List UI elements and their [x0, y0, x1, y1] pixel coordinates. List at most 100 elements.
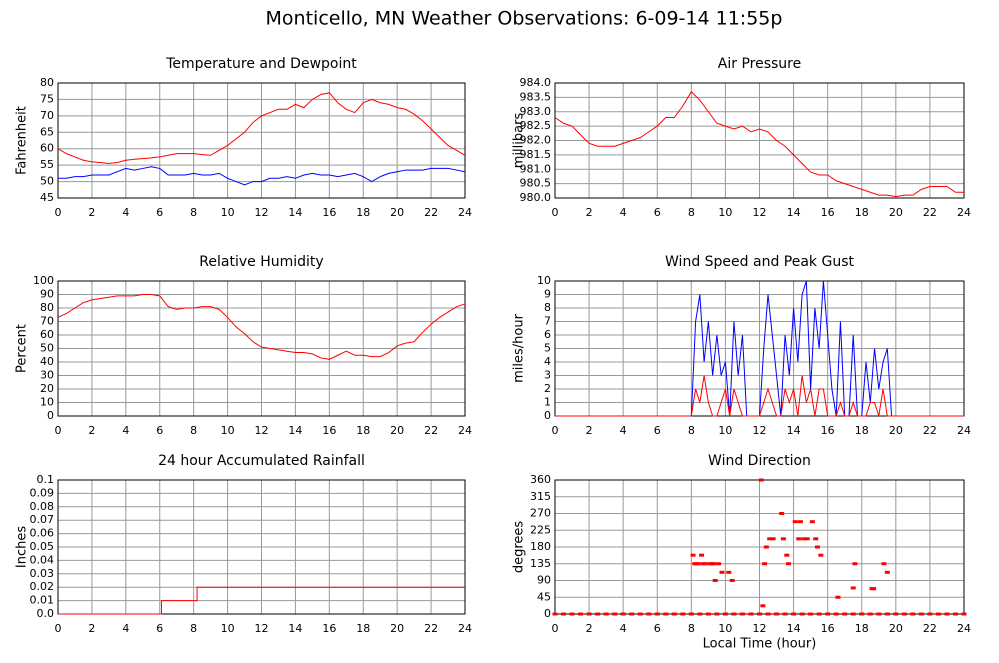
data-point [578, 612, 584, 616]
x-tick-label: 6 [654, 424, 661, 437]
x-tick-label: 0 [55, 622, 62, 635]
data-point [780, 537, 786, 541]
x-tick-label: 20 [390, 424, 404, 437]
y-tick-label: 980.0 [520, 191, 552, 204]
data-point [702, 562, 708, 566]
x-tick-label: 20 [390, 206, 404, 219]
data-point [710, 562, 716, 566]
x-tick-label: 16 [821, 206, 835, 219]
data-point [809, 520, 815, 524]
x-tick-label: 4 [122, 206, 129, 219]
y-tick-label: 225 [530, 523, 551, 536]
y-tick-label: 60 [40, 328, 54, 341]
y-tick-label: 0.0 [37, 607, 55, 620]
data-point [586, 612, 592, 616]
y-tick-label: 315 [530, 490, 551, 503]
x-tick-label: 8 [688, 424, 695, 437]
y-tick-label: 70 [40, 315, 54, 328]
x-tick-label: 12 [753, 424, 767, 437]
data-point [569, 612, 575, 616]
y-tick-label: 5 [544, 342, 551, 355]
data-point [935, 612, 941, 616]
data-line [57, 294, 466, 360]
y-tick-label: 0.1 [37, 473, 55, 486]
y-tick-label: 60 [40, 142, 54, 155]
data-point [961, 612, 967, 616]
x-tick-label: 20 [889, 622, 903, 635]
data-point [876, 612, 882, 616]
x-tick-label: 14 [288, 424, 302, 437]
data-point [779, 512, 785, 515]
data-point [791, 612, 797, 616]
y-axis-label: millibars [512, 113, 527, 169]
data-point [818, 553, 824, 557]
y-tick-label: 0 [47, 409, 54, 422]
y-axis-label: Fahrenheit [15, 106, 30, 175]
data-point [859, 612, 865, 616]
y-tick-label: 55 [40, 158, 54, 171]
main-title: Monticello, MN Weather Observations: 6-0… [266, 8, 783, 30]
data-point [680, 612, 686, 616]
y-tick-label: 1 [544, 396, 551, 409]
y-tick-label: 70 [40, 109, 54, 122]
data-point [792, 520, 798, 524]
x-tick-label: 22 [424, 424, 438, 437]
data-point [726, 570, 732, 574]
panel-title: Relative Humidity [199, 254, 323, 270]
data-point [910, 612, 916, 616]
x-tick-label: 18 [855, 622, 869, 635]
data-point [850, 586, 856, 590]
y-tick-label: 65 [40, 125, 54, 138]
x-tick-label: 24 [458, 424, 472, 437]
x-tick-label: 16 [322, 622, 336, 635]
x-tick-label: 18 [855, 206, 869, 219]
panel-title: Wind Direction [708, 453, 811, 469]
data-line [58, 166, 466, 186]
x-tick-label: 10 [718, 622, 732, 635]
x-tick-label: 6 [156, 206, 163, 219]
data-point [688, 612, 694, 616]
data-point [770, 537, 776, 541]
x-tick-label: 10 [221, 206, 235, 219]
y-tick-label: 983.5 [520, 90, 552, 103]
y-tick-label: 90 [40, 288, 54, 301]
data-point [833, 612, 839, 616]
data-point [816, 612, 822, 616]
data-line [555, 280, 964, 417]
data-point [784, 553, 790, 557]
y-tick-label: 180 [530, 540, 551, 553]
x-tick-label: 18 [356, 622, 370, 635]
y-axis-label: miles/hour [512, 313, 527, 382]
y-tick-label: 8 [544, 301, 551, 314]
x-tick-label: 8 [190, 622, 197, 635]
y-tick-label: 90 [537, 574, 551, 587]
y-tick-label: 983.0 [520, 105, 552, 118]
plot-frame [554, 82, 965, 199]
data-point [646, 612, 652, 616]
data-point [808, 612, 814, 616]
data-point [867, 612, 873, 616]
x-tick-label: 12 [753, 206, 767, 219]
y-axis-label: Percent [15, 324, 30, 373]
x-tick-label: 6 [654, 622, 661, 635]
x-tick-label: 4 [620, 424, 627, 437]
x-tick-label: 14 [787, 424, 801, 437]
plot-frame [57, 280, 466, 417]
data-point [620, 612, 626, 616]
x-tick-label: 0 [55, 206, 62, 219]
y-tick-label: 135 [530, 557, 551, 570]
x-tick-label: 4 [620, 206, 627, 219]
data-point [762, 562, 768, 566]
plot-frame [57, 82, 466, 199]
data-point [739, 612, 745, 616]
x-tick-label: 24 [957, 622, 971, 635]
data-point [712, 579, 718, 582]
x-tick-label: 24 [957, 206, 971, 219]
y-tick-label: 0 [544, 409, 551, 422]
x-tick-label: 22 [923, 424, 937, 437]
y-tick-label: 0.07 [30, 513, 55, 526]
y-tick-label: 80 [40, 76, 54, 89]
x-tick-label: 4 [122, 424, 129, 437]
y-tick-label: 0.08 [30, 500, 55, 513]
x-tick-label: 20 [889, 424, 903, 437]
